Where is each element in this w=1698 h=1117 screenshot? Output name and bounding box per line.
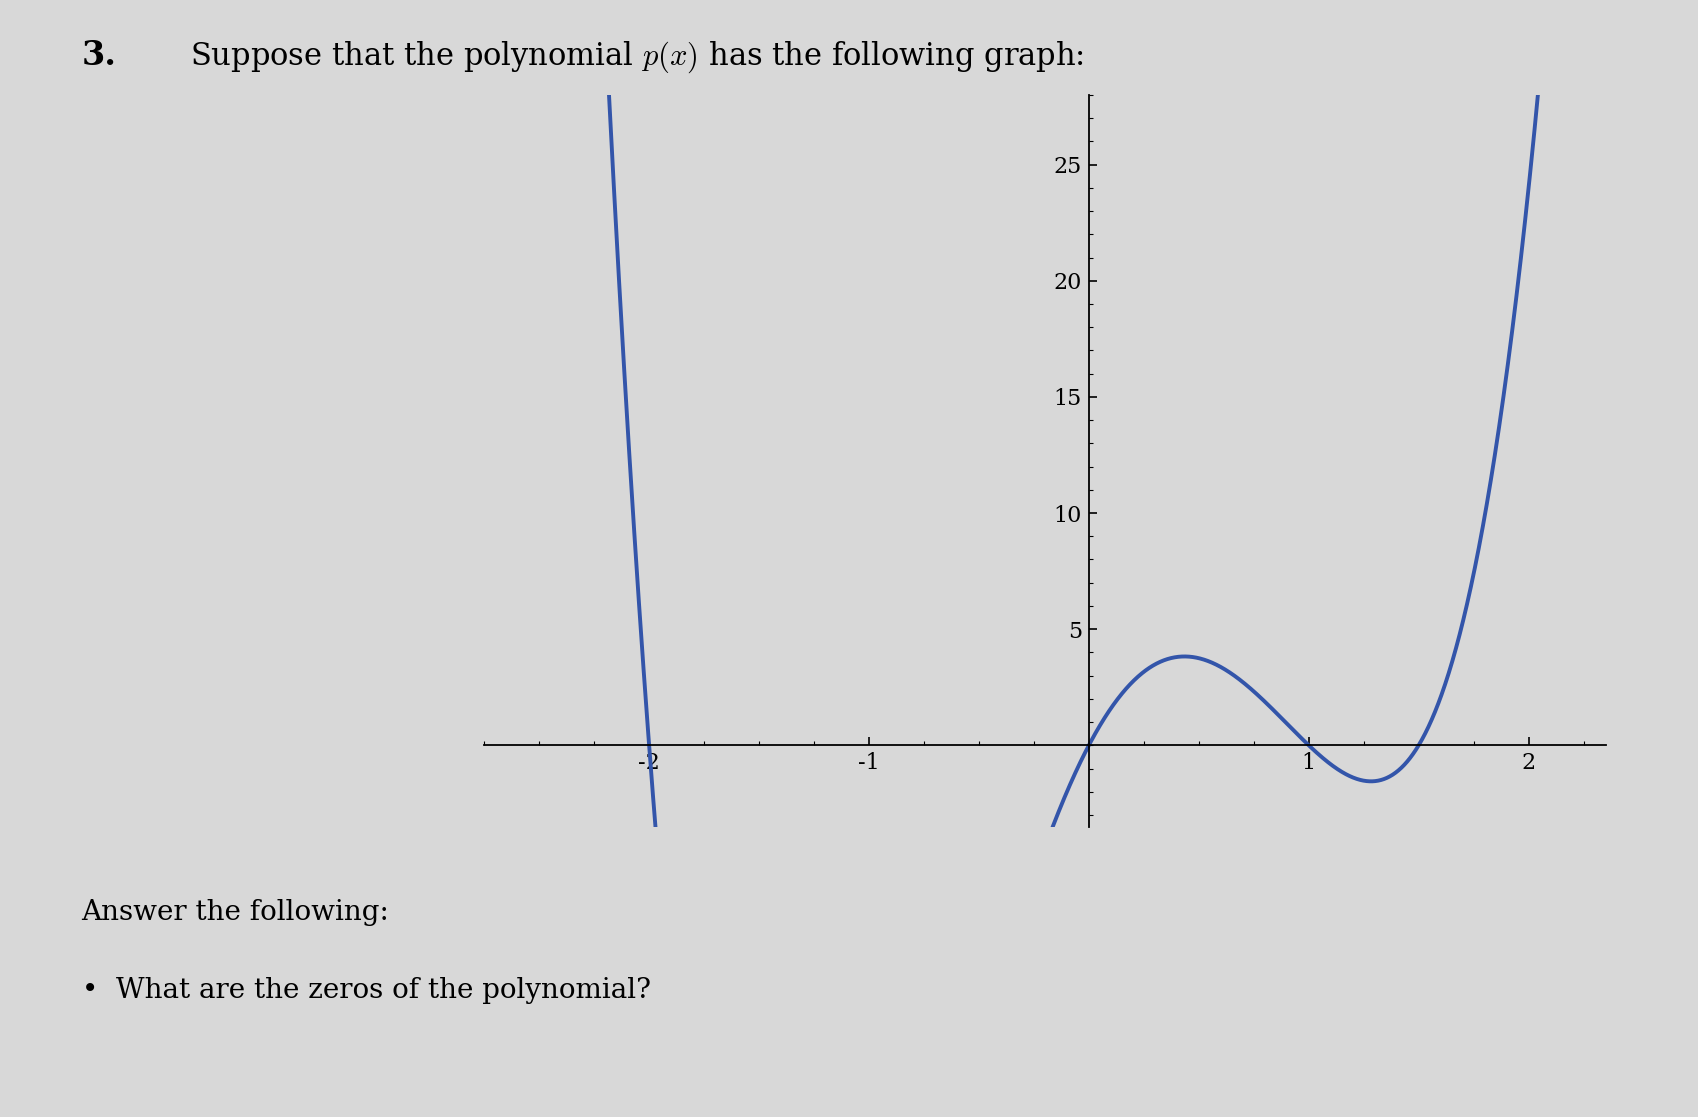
Text: Suppose that the polynomial $p(x)$ has the following graph:: Suppose that the polynomial $p(x)$ has t… xyxy=(190,39,1083,75)
Text: 3.: 3. xyxy=(82,39,117,73)
Text: Answer the following:: Answer the following: xyxy=(82,899,389,926)
Text: •  What are the zeros of the polynomial?: • What are the zeros of the polynomial? xyxy=(82,977,650,1004)
